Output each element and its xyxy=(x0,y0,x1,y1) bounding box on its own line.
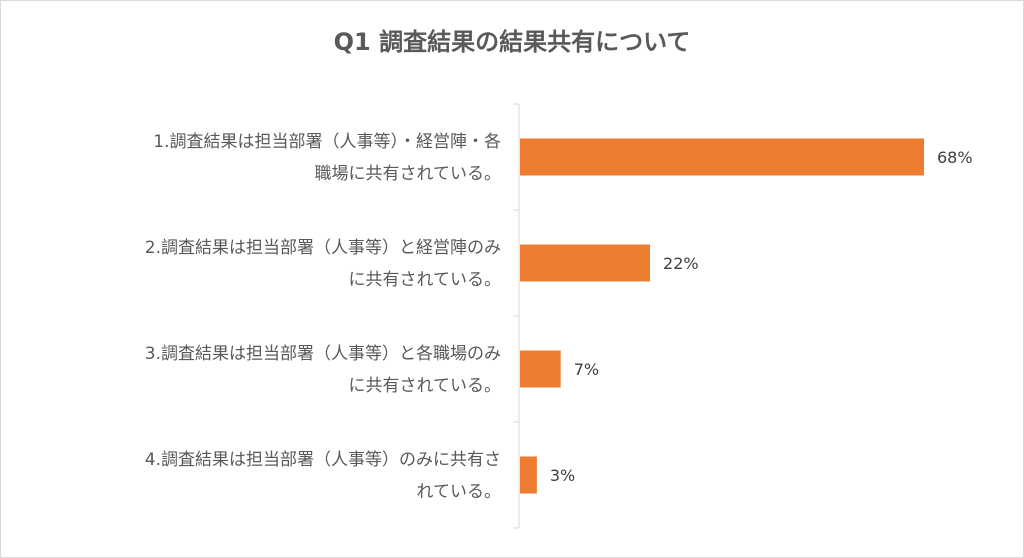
category-label-4-line-1: 4.調査結果は担当部署（人事等）のみに共有さ xyxy=(145,450,501,470)
axis-layer xyxy=(513,103,520,529)
category-label-2-line-1: 2.調査結果は担当部署（人事等）と経営陣のみ xyxy=(145,238,501,258)
category-label-1-line-2: 職場に共有されている。 xyxy=(315,164,502,184)
category-label-4-line-2: れている。 xyxy=(417,482,502,502)
category-label-1-line-1: 1.調査結果は担当部署（人事等）・経営陣・各 xyxy=(153,132,501,152)
category-label-3-line-1: 3.調査結果は担当部署（人事等）と各職場のみ xyxy=(145,344,501,364)
bar-2 xyxy=(520,244,651,282)
bar-1 xyxy=(520,138,924,176)
value-label-3: 7% xyxy=(574,360,599,379)
category-label-3-line-2: に共有されている。 xyxy=(349,376,502,396)
bars-layer xyxy=(520,138,924,494)
value-label-2: 22% xyxy=(663,254,699,273)
category-label-2-line-2: に共有されている。 xyxy=(349,270,502,290)
value-label-1: 68% xyxy=(937,148,973,167)
bar-3 xyxy=(520,350,561,388)
value-label-4: 3% xyxy=(550,466,575,485)
bar-4 xyxy=(520,456,537,494)
chart-title: Q1 調査結果の結果共有について xyxy=(333,28,691,56)
